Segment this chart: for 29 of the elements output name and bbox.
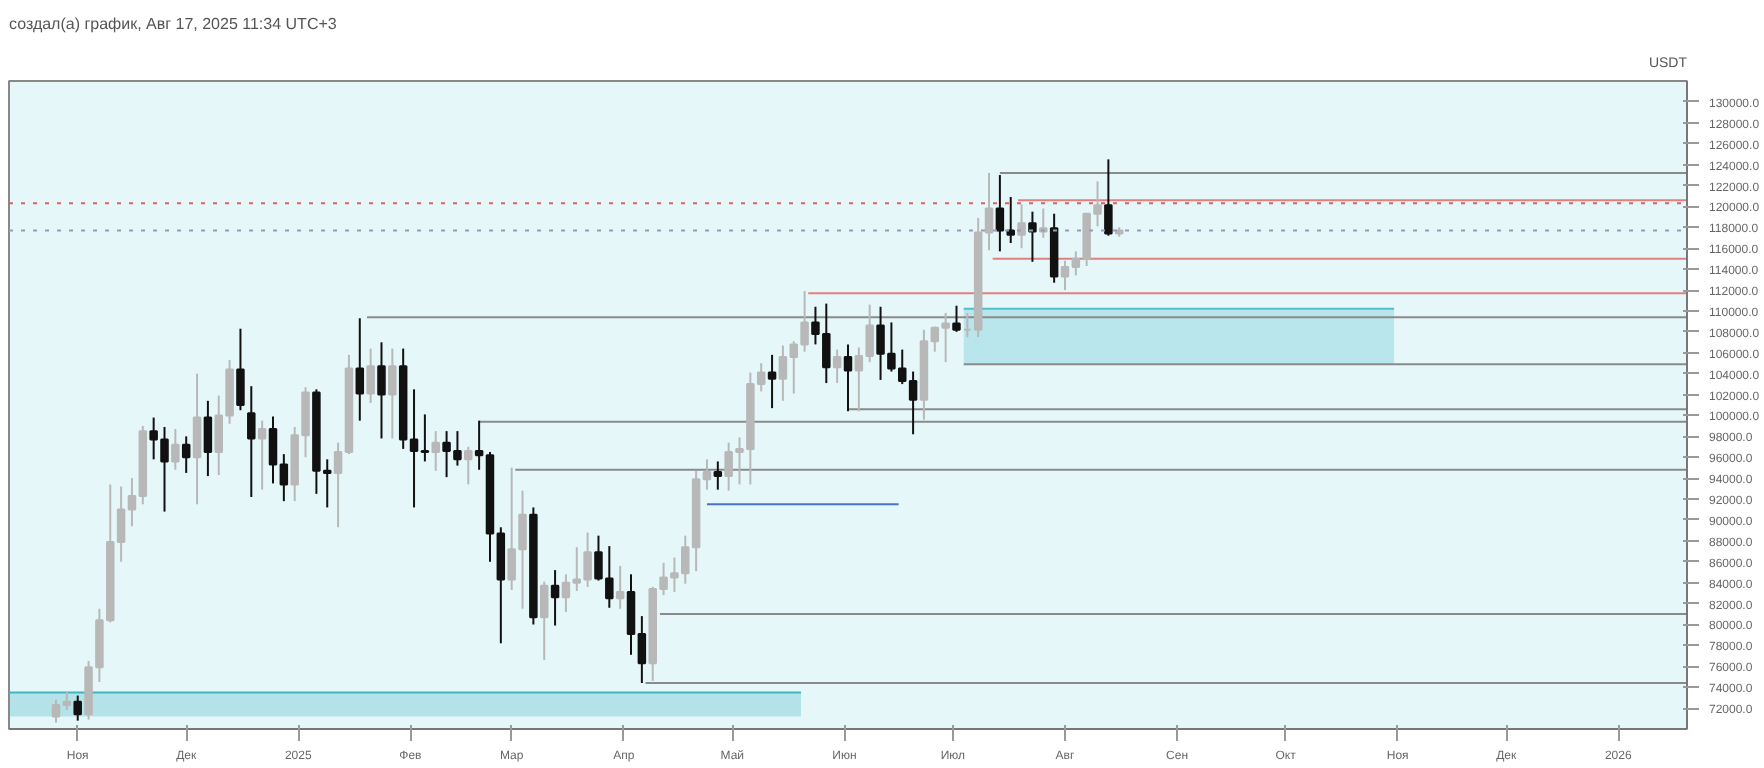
candlestick bbox=[952, 304, 961, 333]
candlestick bbox=[539, 580, 549, 662]
candlestick bbox=[843, 343, 853, 413]
candlestick bbox=[236, 327, 245, 412]
candlestick bbox=[203, 399, 213, 478]
candlestick bbox=[1028, 210, 1037, 263]
candlestick bbox=[832, 348, 842, 385]
candlestick bbox=[388, 347, 397, 440]
candlestick bbox=[1104, 158, 1113, 237]
candlestick bbox=[431, 430, 440, 472]
candlestick bbox=[247, 385, 256, 498]
candlestick bbox=[995, 174, 1005, 253]
candlestick bbox=[767, 353, 777, 410]
candlestick bbox=[257, 419, 267, 491]
candlestick bbox=[1006, 196, 1015, 244]
candlestick bbox=[1017, 203, 1026, 250]
candlestick bbox=[713, 460, 723, 491]
candlestick bbox=[355, 317, 365, 422]
chart-title: создал(а) график, Авг 17, 2025 11:34 UTC+3 bbox=[9, 15, 338, 33]
candlestick bbox=[464, 445, 473, 486]
candlestick bbox=[73, 694, 82, 722]
candlestick bbox=[366, 347, 375, 404]
candlestick bbox=[192, 372, 202, 506]
candlestick bbox=[181, 435, 191, 474]
candlestick bbox=[615, 564, 625, 610]
candlestick bbox=[171, 428, 180, 471]
candlestick bbox=[1039, 207, 1048, 239]
candlestick bbox=[377, 341, 386, 440]
candlestick bbox=[550, 569, 560, 627]
